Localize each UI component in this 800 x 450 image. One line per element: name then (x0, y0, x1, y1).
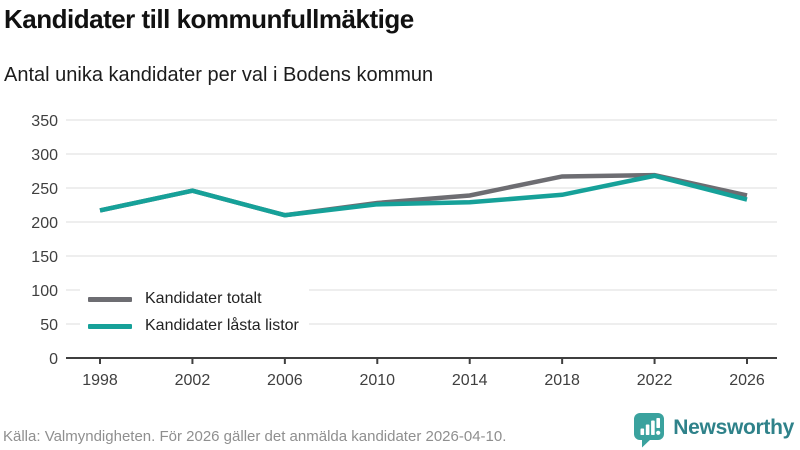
y-axis-label-150: 150 (31, 249, 58, 266)
page-subtitle: Antal unika kandidater per val i Bodens … (4, 64, 434, 86)
legend-label-totalt: Kandidater totalt (145, 290, 262, 307)
x-axis-label-2022: 2022 (637, 372, 673, 389)
x-axis-label-2018: 2018 (544, 372, 580, 389)
x-axis-label-2002: 2002 (175, 372, 211, 389)
y-axis-label-250: 250 (31, 181, 58, 198)
y-axis-label-200: 200 (31, 215, 58, 232)
legend-swatch-teal-line (88, 323, 132, 329)
series-line-0 (99, 172, 748, 218)
y-axis-label-300: 300 (31, 147, 58, 164)
source-note: Källa: Valmyndigheten. För 2026 gäller d… (3, 428, 507, 445)
x-axis-label-2014: 2014 (452, 372, 488, 389)
y-axis-label-50: 50 (40, 317, 58, 334)
series-line-1 (99, 173, 748, 218)
newsworthy-wordmark: Newsworthy (673, 415, 794, 439)
chart-footer: Källa: Valmyndigheten. För 2026 gäller d… (0, 408, 796, 448)
newsworthy-logo: Newsworthy (633, 411, 796, 448)
page-title: Kandidater till kommunfullmäktige (4, 4, 414, 34)
legend-swatch-gray-line (88, 296, 132, 302)
candidates-line-chart: 0 50 100 150 200 250 300 350 1998 2002 2006 2010 201… (31, 113, 777, 389)
x-axis-label-2006: 2006 (267, 372, 303, 389)
bar-chart-speech-bubble-icon (634, 413, 665, 448)
y-axis-label-100: 100 (31, 283, 58, 300)
x-axis-label-1998: 1998 (82, 372, 118, 389)
legend-item-lasta-listor: Kandidater låsta listor (88, 317, 299, 335)
y-axis-label-0: 0 (49, 351, 58, 368)
chart-legend: Kandidater totalt Kandidater låsta listo… (80, 286, 309, 341)
x-axis-label-2010: 2010 (359, 372, 395, 389)
y-axis-label-350: 350 (31, 113, 58, 130)
legend-label-lasta-listor: Kandidater låsta listor (145, 317, 299, 334)
x-axis-label-2026: 2026 (729, 372, 765, 389)
legend-item-totalt: Kandidater totalt (88, 290, 299, 308)
